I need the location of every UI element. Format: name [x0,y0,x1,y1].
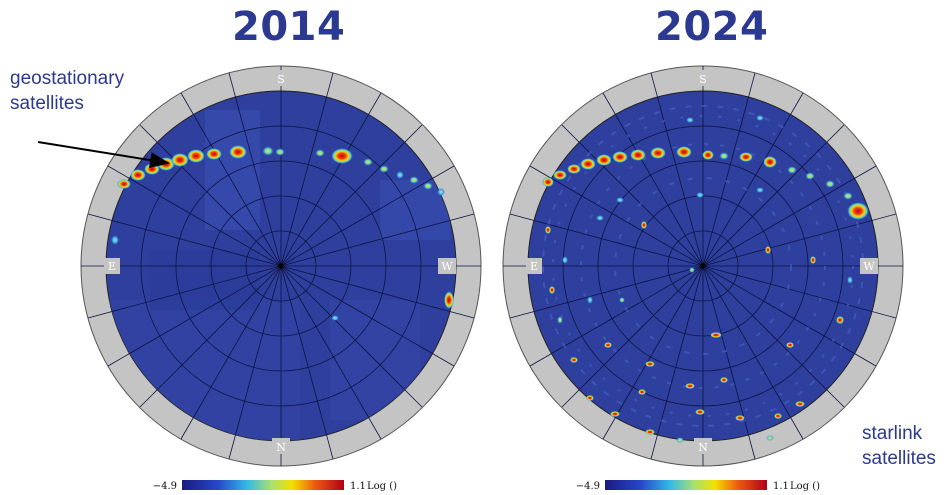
starlink-label: starlink satellites [862,423,936,469]
colorbar-max: 1.1 [350,481,366,492]
geostationary-belt [542,146,869,220]
compass-labels-2014: S N E W [104,70,456,454]
geostationary-belt [111,145,454,321]
starlink-streaks [545,115,853,443]
azimuth-grid [81,66,481,466]
year-title-2014: 2014 [232,4,346,50]
colorbar-2014: −4.9 1.1 Log () [153,480,397,492]
colorbar-max: 1.1 [773,481,789,492]
direction-west: W [441,260,453,273]
geostationary-arrow [37,141,170,169]
direction-south: S [699,73,707,86]
year-title-2024: 2024 [655,4,769,50]
colorbar-min: −4.9 [576,481,600,492]
direction-east: E [108,260,116,273]
colorbar-min: −4.9 [153,481,177,492]
direction-west: W [863,260,875,273]
colorbar-2024: −4.9 1.1 Log () [576,480,820,492]
geostationary-label: geostationary satellites [10,68,125,114]
colorbar-unit: Log () [790,481,820,492]
direction-south: S [277,73,285,86]
direction-east: E [530,260,538,273]
compass-labels-2024: S N E W [526,70,878,454]
sky-map-2024: S N E W −4.9 1.1 Log () [502,65,904,492]
direction-north: N [276,441,286,454]
sky-map-2014: S N E W −4.9 1.1 Log () [80,65,482,492]
direction-north: N [698,441,708,454]
colorbar-unit: Log () [367,481,397,492]
